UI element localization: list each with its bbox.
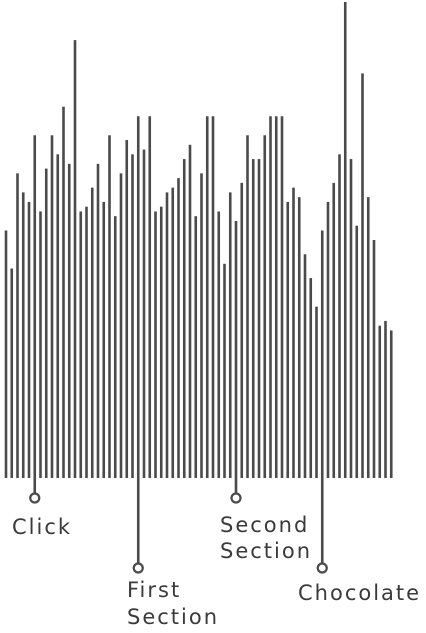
bar bbox=[148, 116, 152, 479]
bar bbox=[338, 154, 341, 478]
bar bbox=[188, 144, 192, 479]
bar bbox=[33, 135, 37, 478]
bar bbox=[85, 206, 88, 478]
bar bbox=[131, 154, 134, 478]
bar bbox=[136, 116, 140, 479]
bar bbox=[211, 116, 215, 479]
bar bbox=[251, 159, 255, 478]
bar bbox=[205, 116, 209, 479]
bar bbox=[62, 106, 65, 478]
bar bbox=[56, 154, 60, 478]
bar bbox=[228, 192, 232, 478]
bar bbox=[27, 201, 31, 479]
bar bbox=[349, 159, 353, 478]
annotation-label-line: Second bbox=[220, 513, 309, 537]
annotation-marker bbox=[316, 562, 328, 574]
annotation-label-line: Click bbox=[12, 515, 72, 539]
bar bbox=[16, 173, 19, 479]
bar bbox=[384, 320, 387, 478]
bar bbox=[194, 216, 198, 478]
bar bbox=[154, 211, 157, 478]
bar bbox=[108, 135, 111, 478]
bar bbox=[378, 325, 382, 478]
bar bbox=[326, 201, 330, 479]
bar bbox=[67, 163, 71, 478]
bar bbox=[217, 211, 221, 478]
annotation-label: Click bbox=[12, 515, 72, 539]
bar bbox=[355, 225, 359, 478]
bar bbox=[257, 159, 261, 478]
bar bbox=[246, 135, 249, 478]
bar bbox=[182, 159, 186, 478]
annotation-label-line: Section bbox=[220, 539, 312, 563]
annotation-label: Chocolate bbox=[298, 581, 421, 605]
annotation-label: Second Section bbox=[220, 513, 312, 563]
bar bbox=[142, 149, 146, 478]
bar bbox=[263, 135, 267, 478]
bar bbox=[200, 173, 203, 479]
bar bbox=[240, 182, 244, 478]
annotation-marker bbox=[230, 492, 242, 504]
bar bbox=[21, 192, 25, 478]
bar bbox=[309, 278, 313, 478]
annotation-marker bbox=[29, 492, 41, 504]
bar bbox=[119, 173, 123, 479]
bars-group bbox=[4, 2, 393, 479]
bar bbox=[361, 73, 364, 479]
bar bbox=[4, 230, 8, 478]
bar bbox=[39, 211, 42, 478]
bar bbox=[102, 201, 106, 479]
bar bbox=[125, 140, 129, 479]
bar bbox=[343, 2, 347, 478]
bar bbox=[79, 211, 83, 478]
bar bbox=[372, 240, 376, 478]
bar bbox=[332, 182, 336, 478]
bar bbox=[159, 206, 163, 478]
bar bbox=[303, 254, 307, 478]
bar bbox=[389, 330, 393, 478]
bar bbox=[96, 163, 100, 478]
bar bbox=[171, 187, 175, 478]
bar bbox=[366, 197, 370, 478]
bar bbox=[234, 220, 238, 478]
bar bbox=[280, 116, 284, 479]
bar bbox=[90, 187, 94, 478]
bar bbox=[44, 168, 48, 478]
annotation-label-line: Chocolate bbox=[298, 581, 421, 605]
bar bbox=[286, 201, 290, 479]
bar bbox=[50, 135, 54, 478]
bar bbox=[292, 187, 295, 478]
bar bbox=[165, 192, 169, 478]
bar bbox=[177, 178, 180, 478]
bar bbox=[113, 216, 117, 478]
annotation-label-line: First bbox=[127, 578, 181, 602]
bar bbox=[223, 263, 226, 478]
bar bbox=[269, 116, 272, 479]
bar bbox=[320, 230, 324, 478]
bar bbox=[274, 116, 278, 479]
bar bbox=[297, 197, 301, 478]
annotation-label-line: Section bbox=[127, 605, 219, 629]
annotation-marker bbox=[132, 562, 144, 574]
bar bbox=[73, 40, 77, 478]
annotation-label: First Section bbox=[127, 578, 219, 629]
bar bbox=[315, 306, 318, 478]
bar bbox=[10, 268, 14, 478]
